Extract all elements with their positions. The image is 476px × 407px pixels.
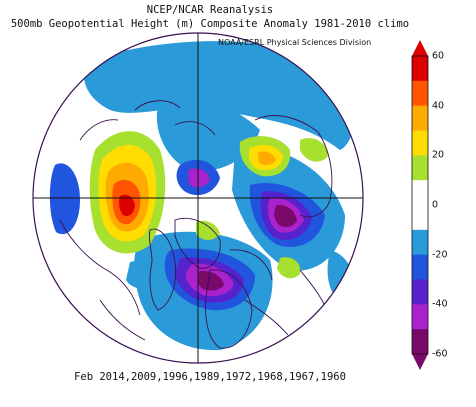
colorbar-band [412, 229, 428, 256]
colorbar-band [412, 56, 428, 82]
colorbar-band [412, 205, 428, 231]
colorbar-band [412, 180, 428, 206]
credit-label: NOAA/ESRL Physical Sciences Division [218, 38, 372, 47]
map-subtitle: 500mb Geopotential Height (m) Composite … [10, 18, 410, 30]
colorbar-band [412, 279, 428, 305]
colorbar-band [412, 130, 428, 156]
colorbar [411, 40, 429, 370]
colorbar-tick-label: -60 [432, 348, 448, 360]
colorbar-tick-label: 40 [432, 100, 445, 112]
map-title: NCEP/NCAR Reanalysis [146, 4, 274, 16]
coastlines [59, 100, 333, 349]
colorbar-band [412, 80, 428, 107]
colorbar-band [412, 105, 428, 131]
colorbar-min-arrow [412, 354, 428, 370]
colorbar-tick-label: -20 [432, 249, 448, 261]
composite-dates-caption: Feb 2014,2009,1996,1989,1972,1968,1967,1… [74, 371, 346, 383]
colorbar-band [412, 304, 428, 330]
colorbar-tick-label: 20 [432, 149, 445, 161]
colorbar-tick-label: -40 [432, 298, 448, 310]
colorbar-band [412, 254, 428, 280]
colorbar-band [412, 329, 428, 355]
colorbar-band [412, 155, 428, 181]
colorbar-tick-label: 60 [432, 50, 445, 62]
colorbar-tick-label: 0 [432, 199, 439, 211]
colorbar-max-arrow [412, 40, 428, 56]
